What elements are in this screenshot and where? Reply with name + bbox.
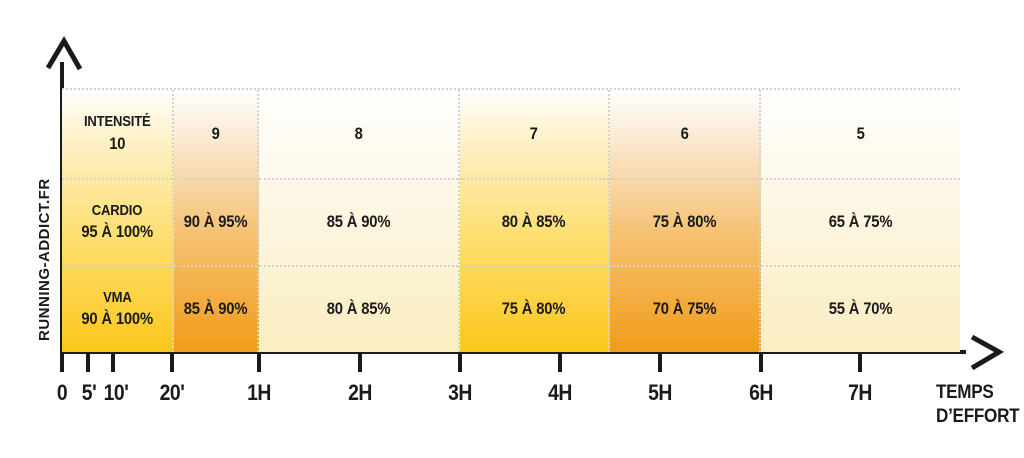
intensity-value: 10 (108, 133, 126, 153)
x-tick-label: 5H (648, 380, 672, 405)
x-axis-line (60, 350, 966, 354)
y-axis-arrow-icon (45, 36, 83, 71)
x-tick-0 (60, 354, 64, 372)
x-tick-6h (759, 354, 763, 372)
cardio-value: 95 À 100% (81, 222, 153, 242)
x-axis-title-line1: TEMPS (936, 382, 994, 403)
cell-cardio-9: 90 À 95% (174, 178, 257, 265)
x-tick-10m (111, 354, 115, 372)
cell-intensity-8: 8 (259, 90, 458, 178)
x-tick-label: 1H (247, 380, 271, 405)
row-label-cardio: CARDIO (91, 201, 143, 219)
cardio-value: 90 À 95% (183, 212, 248, 232)
cell-vma-10: VMA 90 À 100% (62, 265, 172, 352)
x-tick-label: 6H (749, 380, 773, 405)
vma-value: 55 À 70% (828, 299, 893, 319)
x-tick-label: 10' (103, 380, 129, 405)
vma-value: 75 À 80% (502, 299, 566, 319)
vma-value: 70 À 75% (652, 299, 717, 319)
cell-vma-6: 70 À 75% (610, 265, 759, 352)
cell-vma-8: 80 À 85% (259, 265, 458, 352)
x-tick-label: 4H (548, 380, 572, 405)
x-axis-title: TEMPS D’EFFORT (936, 381, 1020, 429)
intensity-value: 9 (211, 123, 220, 143)
x-axis-title-line2: D’EFFORT (936, 405, 1020, 427)
x-tick-label: 0 (56, 380, 68, 405)
cell-cardio-7: 80 À 85% (460, 178, 608, 265)
vma-value: 80 À 85% (326, 299, 391, 319)
cardio-value: 80 À 85% (502, 212, 566, 232)
zone-column-8: 8 85 À 90% 80 À 85% (259, 90, 460, 352)
cell-vma-7: 75 À 80% (460, 265, 608, 352)
cell-intensity-10: INTENSITÉ 10 (62, 90, 172, 178)
cell-intensity-7: 7 (460, 90, 608, 178)
zone-column-5: 5 65 À 75% 55 À 70% (761, 90, 960, 352)
cell-intensity-9: 9 (174, 90, 257, 178)
intensity-value: 5 (856, 123, 865, 143)
x-tick-7h (858, 354, 862, 372)
zone-column-10: INTENSITÉ 10 CARDIO 95 À 100% VMA 90 À 1… (62, 90, 174, 352)
cell-cardio-6: 75 À 80% (610, 178, 759, 265)
vma-value: 90 À 100% (81, 309, 153, 329)
intensity-value: 6 (680, 123, 689, 143)
cardio-value: 85 À 90% (326, 212, 391, 232)
cell-vma-9: 85 À 90% (174, 265, 257, 352)
zone-column-9: 9 90 À 95% 85 À 90% (174, 90, 259, 352)
intensity-value: 7 (529, 123, 539, 143)
cardio-value: 65 À 75% (828, 212, 893, 232)
cell-cardio-5: 65 À 75% (761, 178, 960, 265)
cardio-value: 75 À 80% (652, 212, 717, 232)
zone-column-6: 6 75 À 80% 70 À 75% (610, 90, 761, 352)
vma-value: 85 À 90% (183, 299, 248, 319)
row-label-vma: VMA (102, 288, 132, 306)
cell-intensity-6: 6 (610, 90, 759, 178)
x-tick-4h (558, 354, 562, 372)
cell-cardio-8: 85 À 90% (259, 178, 458, 265)
x-tick-label: 5' (81, 380, 97, 405)
x-tick-label: 2H (348, 380, 372, 405)
x-tick-5m (86, 354, 90, 372)
zone-grid: INTENSITÉ 10 CARDIO 95 À 100% VMA 90 À 1… (62, 88, 960, 352)
x-tick-label: 20' (159, 380, 185, 405)
intensity-value: 8 (354, 123, 363, 143)
watermark-text: RUNNING-ADDICT.FR (36, 178, 53, 341)
x-tick-2h (358, 354, 362, 372)
x-axis-arrow-icon (970, 334, 1004, 371)
x-tick-5h (658, 354, 662, 372)
x-tick-1h (257, 354, 261, 372)
cell-vma-5: 55 À 70% (761, 265, 960, 352)
zone-column-7: 7 80 À 85% 75 À 80% (460, 90, 610, 352)
cell-cardio-10: CARDIO 95 À 100% (62, 178, 172, 265)
x-tick-label: 3H (448, 380, 472, 405)
cell-intensity-5: 5 (761, 90, 960, 178)
x-tick-20m (170, 354, 174, 372)
x-tick-label: 7H (848, 380, 872, 405)
row-label-intensite: INTENSITÉ (83, 113, 151, 131)
x-tick-3h (458, 354, 462, 372)
